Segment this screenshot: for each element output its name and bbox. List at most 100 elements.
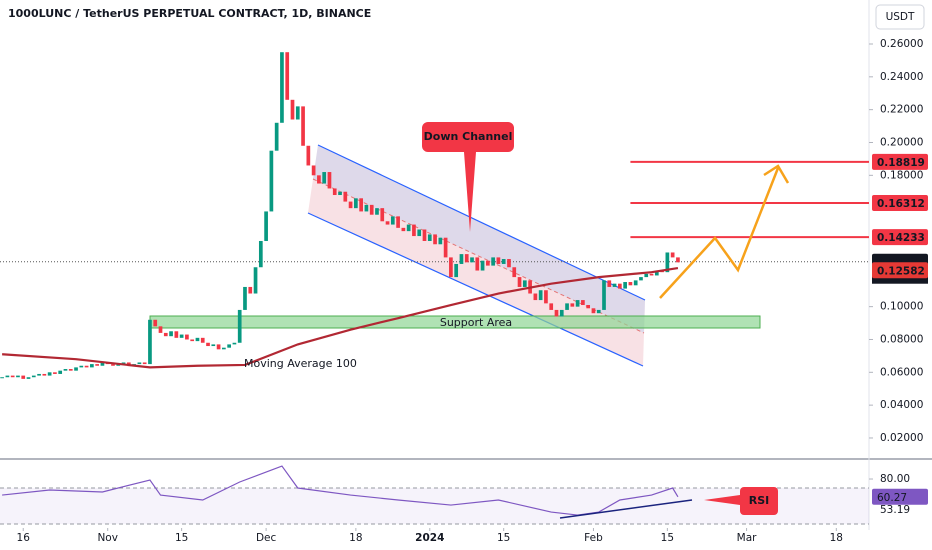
candle-body <box>169 331 173 337</box>
candle-body <box>0 377 4 379</box>
candle-body <box>264 211 268 241</box>
candle-body <box>222 347 226 350</box>
candle-body <box>100 362 105 366</box>
channel-lower <box>307 212 644 367</box>
rsi-tag-bg <box>872 488 928 505</box>
candle-body <box>380 208 385 222</box>
candle-body <box>42 373 47 376</box>
candle-body <box>581 300 585 306</box>
candle-body <box>607 280 612 287</box>
x-tick-label: 18 <box>349 532 362 544</box>
currency-box <box>875 4 925 30</box>
candle-body <box>649 273 654 276</box>
channel-upper <box>317 144 646 301</box>
x-tick-label: Nov <box>97 532 118 544</box>
candle-body <box>454 263 459 278</box>
candle-body <box>618 283 622 289</box>
currency: USDT <box>886 11 915 23</box>
candle-body <box>290 99 295 120</box>
candle-body <box>654 270 659 276</box>
candle-body <box>633 280 638 286</box>
candle-body <box>211 344 216 347</box>
y-tick-label: 0.08000 <box>880 333 923 345</box>
candle-body <box>31 375 36 378</box>
candle-body <box>491 257 495 266</box>
candle-body <box>195 337 200 342</box>
candle-body <box>438 237 443 245</box>
callout-text: Down Channel <box>424 130 513 143</box>
candle-body <box>84 365 89 368</box>
candle-body <box>544 290 548 304</box>
candle-body <box>570 303 575 307</box>
candle-body <box>322 172 327 184</box>
candle-body <box>412 224 416 237</box>
candle-body <box>16 375 20 378</box>
level-tag-bg <box>872 153 928 170</box>
candle-body <box>538 290 543 301</box>
moving-average <box>2 266 679 369</box>
candle-body <box>480 260 485 271</box>
level-tag-bg <box>872 229 928 246</box>
candle-body <box>190 339 195 342</box>
x-tick-label: Feb <box>584 532 603 544</box>
candle-body <box>258 240 263 268</box>
candle-body <box>517 277 522 287</box>
candle-body <box>512 267 517 278</box>
candle-body <box>47 372 52 376</box>
candle-body <box>227 344 231 348</box>
candle-body <box>565 303 569 310</box>
candle-body <box>317 175 321 184</box>
candle-body <box>174 331 179 338</box>
candle-body <box>385 221 390 225</box>
candle-body <box>575 300 580 307</box>
candle-body <box>74 367 78 371</box>
candle-body <box>390 216 395 225</box>
candle-body <box>295 106 300 120</box>
y-tick-label: 0.22000 <box>880 104 923 116</box>
callout <box>422 122 514 232</box>
candle-body <box>185 334 189 340</box>
candle-body <box>623 282 627 289</box>
candle-body <box>163 332 168 337</box>
candle-body <box>301 106 305 146</box>
level-tag-bg <box>872 195 928 212</box>
candle-body <box>549 303 554 310</box>
candle-body <box>369 204 374 215</box>
candle-body <box>501 259 506 264</box>
candle-body <box>327 172 332 189</box>
candle-body <box>237 309 242 343</box>
rsi-line <box>2 465 679 516</box>
candle-body <box>200 337 205 343</box>
candle-body <box>53 372 57 374</box>
candle-body <box>348 201 353 209</box>
candle-body <box>559 309 564 317</box>
y-tick-label: 0.02000 <box>880 432 923 444</box>
candle-body <box>475 257 480 271</box>
candle-body <box>359 198 363 212</box>
candle-body <box>90 364 94 368</box>
x-tick-label: 15 <box>661 532 674 544</box>
candle-body <box>253 267 258 294</box>
ma-tag: 0.12582 <box>877 265 925 277</box>
candle-body <box>148 319 152 365</box>
candle-body <box>670 252 675 258</box>
rsi-trendline <box>559 499 693 519</box>
candle-body <box>486 260 490 266</box>
level-tag: 0.16312 <box>877 198 925 210</box>
rsi-band <box>0 488 869 525</box>
candle-body <box>285 52 290 100</box>
candle-body <box>406 224 411 232</box>
candle-body <box>216 344 221 350</box>
candle-body <box>375 208 379 215</box>
rsi-callout-text: RSI <box>749 494 770 507</box>
x-tick-label: Dec <box>256 532 277 544</box>
candle-body <box>58 370 63 374</box>
candle-body <box>554 309 559 317</box>
y-tick-label: 0.10000 <box>880 301 923 313</box>
candle-body <box>496 257 501 264</box>
candle-body <box>243 286 247 310</box>
candle-body <box>417 229 422 237</box>
candle-body <box>343 191 348 202</box>
candle-body <box>10 375 15 378</box>
